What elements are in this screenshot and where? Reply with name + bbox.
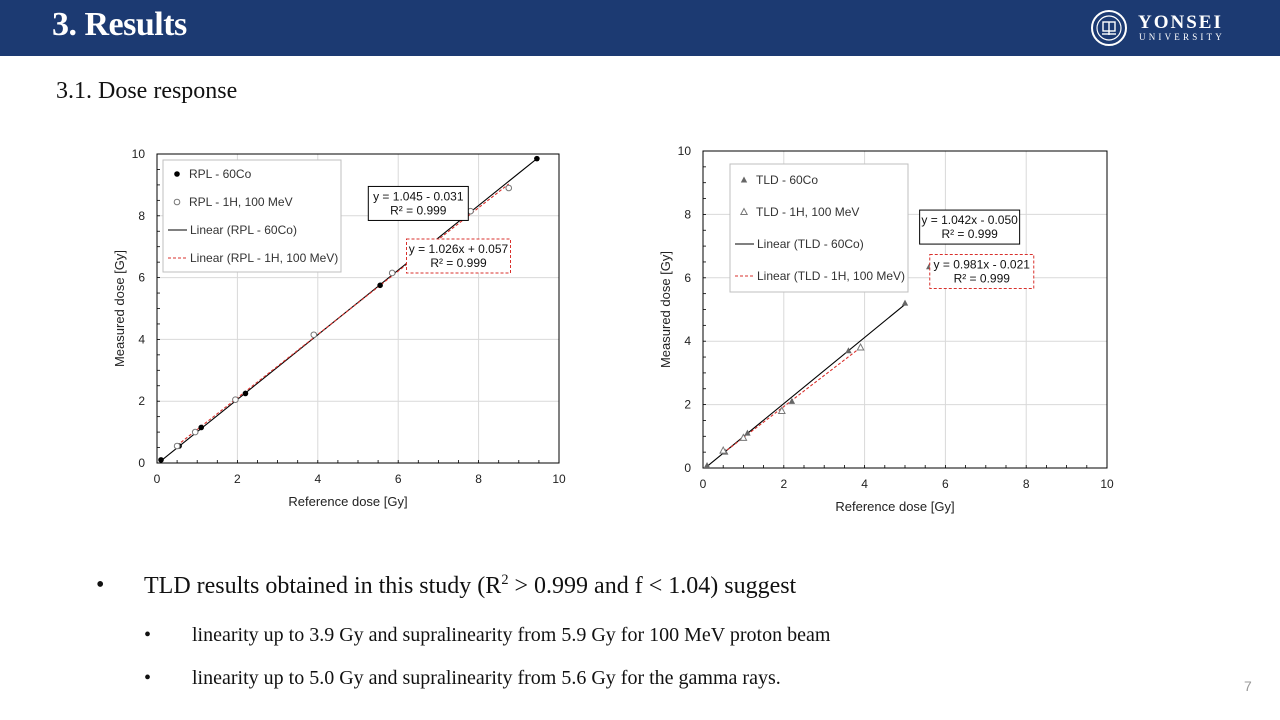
x-tick-label: 2 xyxy=(234,472,241,486)
chart-svg: 0 2 4 6 8 10 0 2 4 6 8 10 Reference dose [Gy] Measure… xyxy=(112,147,566,509)
bullet-sub-2-text: linearity up to 5.0 Gy and supralinearit… xyxy=(192,667,781,689)
y-axis-label: Measured dose [Gy] xyxy=(658,251,673,368)
data-point xyxy=(377,282,383,289)
legend-marker xyxy=(739,207,749,215)
title-bar: 3. Results YONSEI UNIVERSITY xyxy=(0,0,1280,56)
legend-box xyxy=(162,159,342,273)
plot-frame xyxy=(702,150,1108,469)
legend-label: Linear (TLD - 1H, 100 MeV) xyxy=(757,269,905,283)
data-point xyxy=(845,347,852,354)
y-tick-label: 2 xyxy=(138,394,145,408)
data-point xyxy=(191,428,199,436)
x-tick-label: 0 xyxy=(700,477,707,491)
trendline xyxy=(706,304,906,467)
y-tick-label: 0 xyxy=(684,461,691,475)
data-point xyxy=(777,406,786,414)
x-tick-label: 10 xyxy=(1100,477,1114,491)
legend-marker xyxy=(174,171,180,177)
data-point xyxy=(788,397,796,404)
bullet-marker: • xyxy=(96,572,105,598)
legend-box xyxy=(729,163,909,293)
y-tick-label: 10 xyxy=(678,144,692,158)
data-point xyxy=(534,155,540,162)
chart-svg: 0 2 4 6 8 10 0 2 4 6 8 10 Reference dose [Gy] Measure… xyxy=(658,144,1114,514)
trendline xyxy=(176,183,510,446)
data-point xyxy=(232,396,239,403)
page-number: 7 xyxy=(1244,678,1252,694)
data-point xyxy=(198,424,205,431)
data-point xyxy=(901,299,909,306)
x-tick-label: 6 xyxy=(395,472,402,486)
y-tick-label: 8 xyxy=(138,209,145,223)
data-point xyxy=(173,442,181,450)
equation-text: R² = 0.999 xyxy=(941,227,998,241)
plot-frame xyxy=(156,153,560,464)
y-tick-label: 6 xyxy=(684,271,691,285)
equation-box xyxy=(929,253,1035,289)
data-point xyxy=(158,457,164,463)
data-point xyxy=(703,461,711,468)
x-tick-label: 8 xyxy=(475,472,482,486)
logo-subtitle: UNIVERSITY xyxy=(1139,32,1225,42)
legend-label: RPL - 60Co xyxy=(189,167,252,181)
x-tick-label: 2 xyxy=(780,477,787,491)
bullet-sub-1-text: linearity up to 3.9 Gy and supralinearit… xyxy=(192,624,831,646)
equation-text: R² = 0.999 xyxy=(430,256,487,270)
x-axis-label: Reference dose [Gy] xyxy=(835,499,954,514)
y-tick-label: 4 xyxy=(138,332,145,346)
y-tick-label: 8 xyxy=(684,207,691,221)
section-subtitle: 3.1. Dose response xyxy=(56,78,238,104)
y-tick-label: 2 xyxy=(684,398,691,412)
slide-title: 3. Results xyxy=(52,6,187,43)
bullet-sub-1: • linearity up to 3.9 Gy and supralinear… xyxy=(144,624,830,647)
legend-label: TLD - 1H, 100 MeV xyxy=(756,205,859,219)
legend-label: Linear (TLD - 60Co) xyxy=(757,237,864,251)
equation-text: R² = 0.999 xyxy=(954,271,1011,285)
equation-box xyxy=(367,185,469,221)
data-point xyxy=(739,433,748,441)
x-tick-label: 6 xyxy=(942,477,949,491)
x-tick-label: 4 xyxy=(861,477,868,491)
trendline xyxy=(160,158,538,462)
data-point xyxy=(310,331,318,339)
data-point xyxy=(242,390,249,397)
logo-name: YONSEI xyxy=(1138,12,1223,33)
legend-label: Linear (RPL - 60Co) xyxy=(190,223,297,237)
y-axis-label: Measured dose [Gy] xyxy=(112,250,127,367)
legend-label: RPL - 1H, 100 MeV xyxy=(189,195,293,209)
x-tick-label: 4 xyxy=(314,472,321,486)
y-tick-label: 10 xyxy=(132,147,146,161)
bullet-marker: • xyxy=(144,624,152,646)
bullet-main-text: TLD results obtained in this study (R2 >… xyxy=(144,572,797,599)
bullet-marker: • xyxy=(144,667,152,689)
x-tick-label: 10 xyxy=(552,472,566,486)
legend-label: Linear (RPL - 1H, 100 MeV) xyxy=(190,251,338,265)
legend-marker xyxy=(740,176,748,183)
x-axis-label: Reference dose [Gy] xyxy=(288,494,407,509)
y-tick-label: 6 xyxy=(138,271,145,285)
university-logo: YONSEI UNIVERSITY xyxy=(1086,9,1246,47)
x-tick-label: 8 xyxy=(1023,477,1030,491)
y-tick-label: 4 xyxy=(684,334,691,348)
equation-box xyxy=(919,209,1021,245)
legend-label: TLD - 60Co xyxy=(756,173,818,187)
equation-text: R² = 0.999 xyxy=(390,203,447,217)
university-seal-icon xyxy=(1091,10,1127,46)
y-tick-label: 0 xyxy=(138,456,145,470)
equation-text: y = 1.042x - 0.050 xyxy=(921,213,1018,227)
legend-marker xyxy=(173,198,181,206)
rpl-dose-response-chart: 0 2 4 6 8 10 0 2 4 6 8 10 Reference dose [Gy] Measure… xyxy=(100,140,570,520)
tld-dose-response-chart: 0 2 4 6 8 10 0 2 4 6 8 10 Reference dose [Gy] Measure… xyxy=(645,138,1115,518)
equation-text: y = 0.981x - 0.021 xyxy=(934,257,1031,271)
bullet-sub-2: • linearity up to 5.0 Gy and supralinear… xyxy=(144,667,781,690)
equation-text: y = 1.026x + 0.057 xyxy=(409,242,509,256)
data-point xyxy=(744,429,751,436)
equation-box xyxy=(406,238,511,274)
data-point xyxy=(856,342,865,351)
equation-text: y = 1.045 - 0.031 xyxy=(373,189,464,203)
x-tick-label: 0 xyxy=(154,472,161,486)
data-point xyxy=(505,184,513,192)
data-point xyxy=(719,446,728,454)
data-point xyxy=(388,269,396,277)
